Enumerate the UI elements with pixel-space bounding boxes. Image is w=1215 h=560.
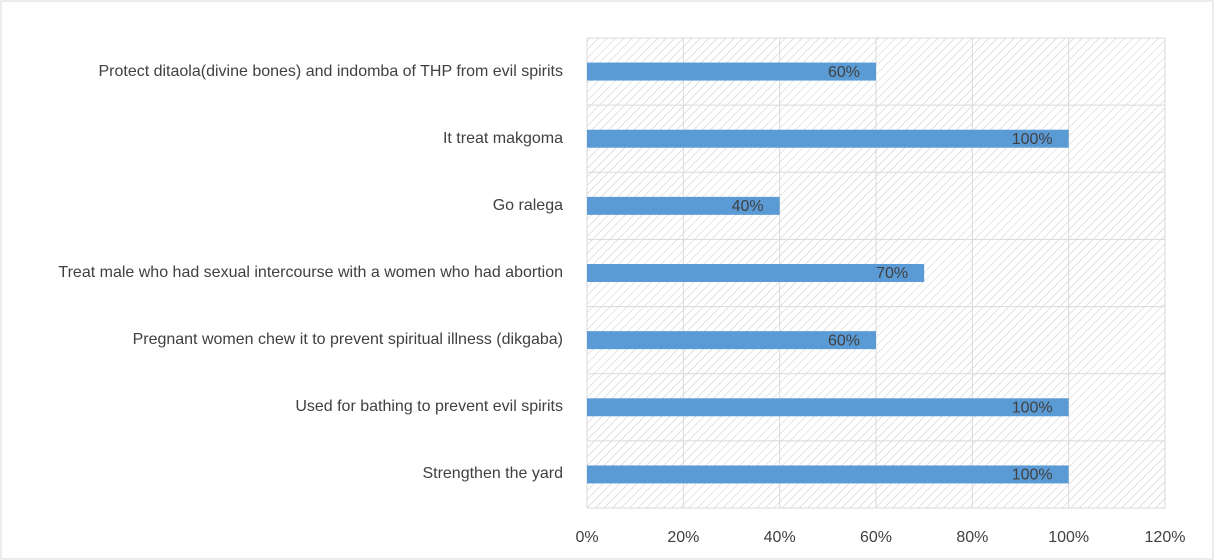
x-tick-label: 40% (764, 529, 796, 546)
x-tick-label: 80% (956, 529, 988, 546)
bar (587, 62, 876, 81)
x-tick-label: 20% (667, 529, 699, 546)
x-tick-label: 120% (1145, 529, 1186, 546)
x-tick-label: 0% (575, 529, 598, 546)
bar (587, 465, 1069, 484)
y-tick-label: It treat makgoma (442, 129, 563, 147)
bar (587, 264, 925, 282)
y-tick-label: Used for bathing to prevent evil spirits (295, 398, 563, 416)
data-label: 60% (828, 64, 860, 81)
data-label: 100% (1012, 467, 1053, 484)
x-tick-label: 100% (1048, 529, 1089, 546)
y-tick-label: Strengthen the yard (422, 465, 563, 483)
data-label: 70% (876, 265, 908, 282)
x-tick-label: 60% (860, 529, 892, 546)
y-tick-label: Protect ditaola(divine bones) and indomb… (98, 62, 563, 80)
data-label: 40% (732, 198, 764, 215)
bar (587, 196, 780, 215)
data-label: 100% (1012, 400, 1053, 417)
bar (587, 129, 1069, 148)
data-label: 100% (1012, 131, 1053, 148)
data-label: 60% (828, 332, 860, 349)
bar (587, 331, 876, 350)
y-tick-label: Treat male who had sexual intercourse wi… (58, 264, 563, 281)
y-tick-label: Pregnant women chew it to prevent spirit… (132, 331, 563, 349)
bar (587, 398, 1069, 417)
y-tick-label: Go ralega (492, 196, 563, 214)
